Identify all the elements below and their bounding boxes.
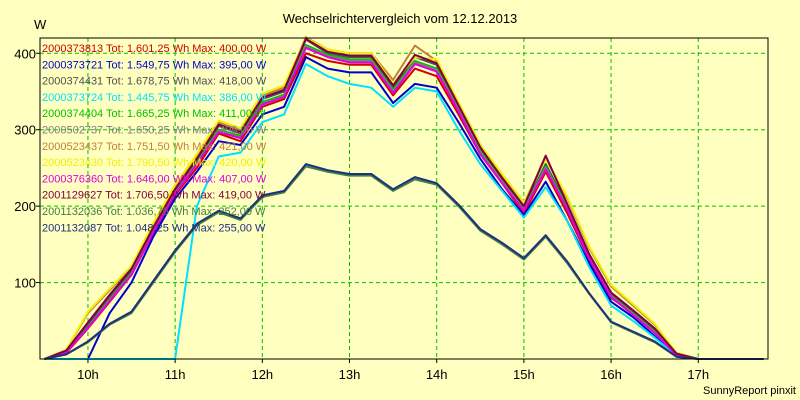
series-line-9 [44,37,764,360]
legend-entry: 2000523437 Tot: 1.751,50 Wh Max: 421,00 … [42,141,267,153]
legend-entry: 2000373724 Tot: 1.445,75 Wh Max: 386,00 … [42,92,267,104]
grid [40,38,768,359]
plot-frame [39,37,769,360]
x-tick-label: 16h [600,367,622,382]
legend-entry: 2000373813 Tot: 1.601,25 Wh Max: 400,00 … [42,43,267,55]
legend: 2000373813 Tot: 1.601,25 Wh Max: 400,00 … [42,43,267,234]
footer-credit: SunnyReport pinxit [703,385,796,397]
x-tick-label: 15h [513,367,535,382]
legend-entry: 2000374431 Tot: 1.678,75 Wh Max: 418,00 … [42,76,267,88]
axis-ticks: 100 200 300 400 10h 11h 12h 13h 14h 15h 16h 17h [14,46,709,382]
legend-entry: 2001132036 Tot: 1.036,75 Wh Max: 252,00 … [42,206,266,218]
x-tick-label: 17h [687,367,709,382]
y-axis-label: W [34,17,47,32]
series-line-8 [44,46,764,360]
x-tick-label: 12h [251,367,273,382]
legend-entry: 2000376360 Tot: 1.646,00 Wh Max: 407,00 … [42,173,267,185]
chart-title: Wechselrichtervergleich vom 12.12.2013 [283,11,518,26]
series-line-1 [44,56,764,360]
legend-entry: 2001129627 Tot: 1.706,50 Wh Max: 419,00 … [42,190,266,202]
x-tick-label: 11h [165,367,186,382]
series-lines [44,36,764,360]
x-tick-label: 10h [77,367,99,382]
y-tick-label: 400 [14,46,36,61]
x-tick-label: 13h [339,367,361,382]
y-tick-label: 200 [14,199,36,214]
series-line-11 [44,163,764,360]
y-tick-label: 100 [14,276,36,291]
legend-entry: 2000374404 Tot: 1.665,25 Wh Max: 411,00 … [42,108,266,120]
x-tick-label: 14h [426,367,448,382]
legend-entry: 2000373721 Tot: 1.549,75 Wh Max: 395,00 … [42,59,267,71]
legend-entry: 2001132087 Tot: 1.048,25 Wh Max: 255,00 … [42,222,266,234]
y-tick-label: 300 [14,123,36,138]
legend-entry: 2000523430 Tot: 1.790,50 Wh Max: 420,00 … [42,157,267,169]
legend-entry: 2000502737 Tot: 1.650,25 Wh Max: 409,00 … [42,125,267,137]
